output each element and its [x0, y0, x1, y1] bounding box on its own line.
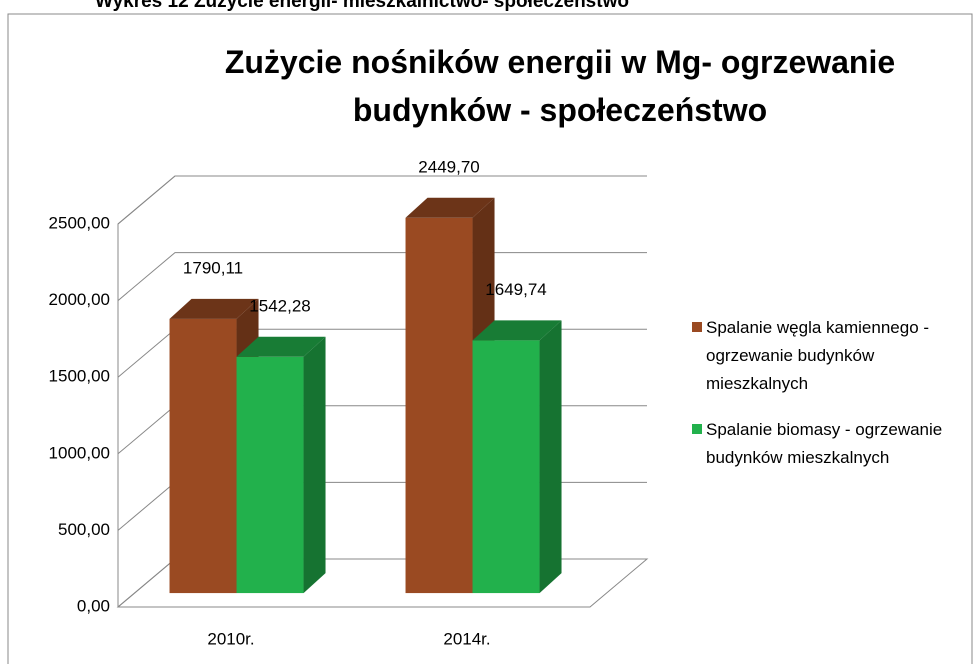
- grid-line: [117, 175, 647, 225]
- chart-border: [7, 13, 973, 664]
- caption: Wykres 12 Zużycie energii- mieszkalnictw…: [95, 0, 629, 12]
- legend-swatch: [692, 424, 702, 434]
- bar-top: [169, 298, 259, 319]
- x-tick-label: 2010r.: [207, 629, 254, 648]
- bar: [472, 320, 562, 594]
- legend-label: Spalanie węgla kamiennego - ogrzewanie b…: [706, 318, 930, 393]
- bar-front: [236, 356, 304, 594]
- bar-front: [169, 318, 237, 594]
- y-tick-label: 1000,00: [49, 443, 110, 462]
- bar-side: [303, 336, 326, 594]
- bar-front: [405, 217, 473, 594]
- legend-entry: Spalanie węgla kamiennego - ogrzewanie b…: [706, 318, 930, 393]
- data-label: 2449,70: [418, 157, 479, 176]
- y-tick-label: 2000,00: [49, 290, 110, 309]
- y-tick-label: 2500,00: [49, 213, 110, 232]
- data-label: 1542,28: [249, 296, 310, 315]
- data-label: 1790,11: [183, 258, 243, 277]
- bar-top: [236, 336, 326, 357]
- bar: [236, 336, 326, 594]
- data-label: 1649,74: [485, 280, 546, 299]
- y-tick-label: 500,00: [58, 520, 110, 539]
- chart-title: Zużycie nośników energii w Mg- ogrzewani…: [224, 44, 896, 128]
- bar-front: [472, 340, 540, 594]
- legend-entry: Spalanie biomasy - ogrzewanie budynków m…: [706, 420, 943, 467]
- bar-top: [472, 320, 562, 341]
- bar-top: [405, 197, 495, 218]
- bar-side: [539, 320, 562, 594]
- y-tick-label: 0,00: [77, 596, 110, 615]
- y-tick-label: 1500,00: [49, 367, 110, 386]
- legend-label: Spalanie biomasy - ogrzewanie budynków m…: [706, 420, 943, 467]
- title-box: Zużycie nośników energii w Mg- ogrzewani…: [224, 44, 896, 128]
- wall-edge: [117, 175, 176, 607]
- x-tick-label: 2014r.: [443, 629, 490, 648]
- legend-swatch: [692, 322, 702, 332]
